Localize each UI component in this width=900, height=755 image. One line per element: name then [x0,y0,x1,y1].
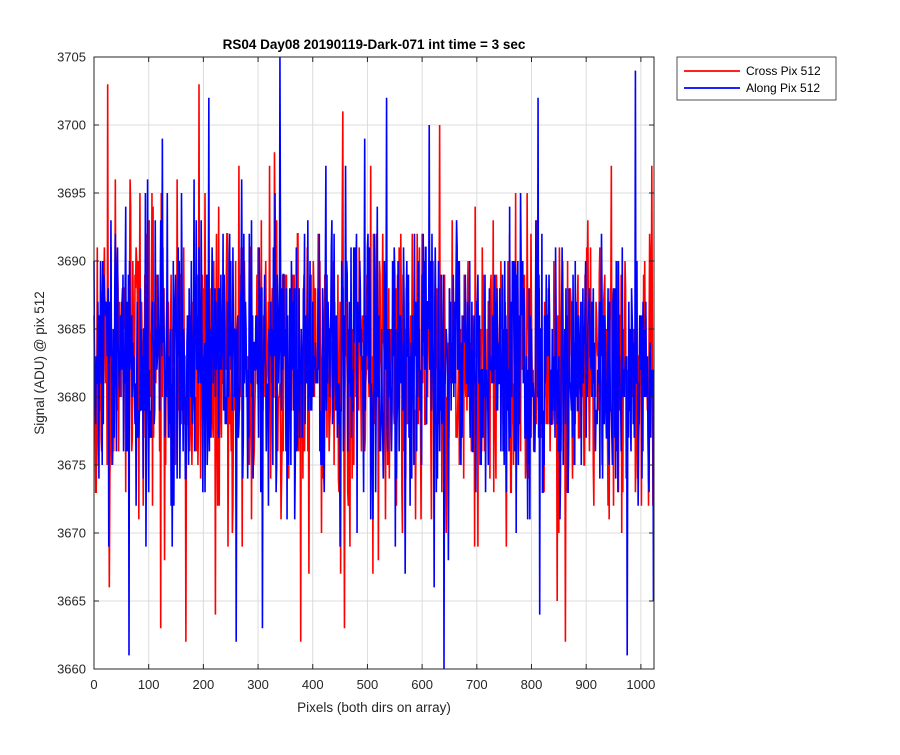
x-tick-label: 700 [466,677,488,692]
y-tick-label: 3660 [57,662,86,677]
x-tick-label: 0 [90,677,97,692]
x-tick-label: 1000 [626,677,655,692]
y-tick-label: 3670 [57,526,86,541]
y-tick-label: 3680 [57,390,86,405]
x-axis: 0 100 200 300 400 500 600 700 800 900 1000 [90,57,655,692]
series-line-along-pix-512 [93,56,655,670]
y-tick-label: 3685 [57,322,86,337]
y-tick-label: 3665 [57,594,86,609]
x-tick-label: 900 [575,677,597,692]
y-tick-label: 3700 [57,118,86,133]
y-tick-label: 3675 [57,458,86,473]
plot-frame [93,56,655,670]
x-tick-label: 200 [193,677,215,692]
x-axis-label: Pixels (both dirs on array) [297,700,451,715]
legend: Cross Pix 512 Along Pix 512 [676,56,837,101]
legend-label-cross-pix-512: Cross Pix 512 [746,64,821,78]
x-tick-label: 400 [302,677,324,692]
y-tick-label: 3690 [57,254,86,269]
y-tick-label: 3705 [57,50,86,65]
chart-title: RS04 Day08 20190119-Dark-071 int time = … [223,37,526,52]
x-tick-label: 800 [521,677,543,692]
series-layer [93,56,655,670]
y-axis-label: Signal (ADU) @ pix 512 [32,291,47,435]
legend-box [676,56,837,101]
x-tick-label: 600 [411,677,433,692]
y-tick-label: 3695 [57,186,86,201]
legend-label-along-pix-512: Along Pix 512 [746,81,820,95]
y-axis: 3660 3665 3670 3675 3680 3685 3690 3695 3700 3705 [57,50,654,677]
x-tick-label: 500 [357,677,379,692]
x-tick-label: 100 [138,677,160,692]
x-tick-label: 300 [247,677,269,692]
